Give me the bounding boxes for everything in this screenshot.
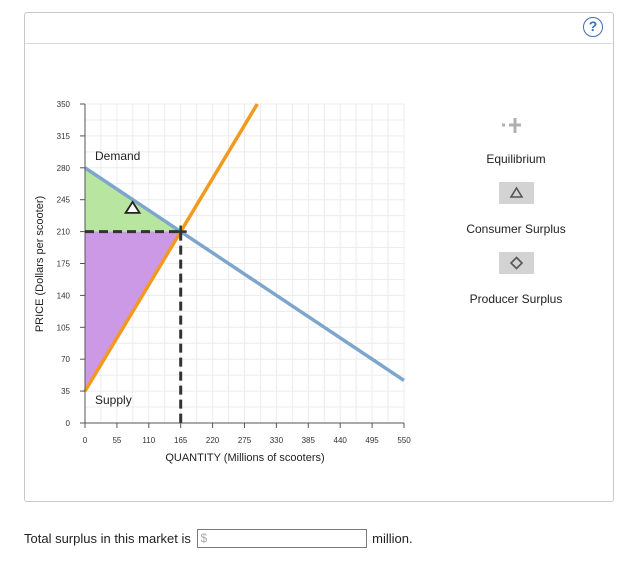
total-surplus-input[interactable] — [209, 530, 360, 548]
y-tick-label: 210 — [57, 228, 71, 237]
y-tick-label: 70 — [61, 355, 70, 364]
equilibrium-label: Equilibrium — [486, 152, 545, 166]
supply-curve-label: Supply — [95, 393, 132, 407]
chart-markers: Demand Supply — [85, 149, 187, 423]
x-tick-label: 220 — [206, 436, 220, 445]
curve-lines — [83, 103, 405, 393]
total-surplus-question: Total surplus in this market is $ millio… — [24, 528, 413, 549]
x-axis-label: QUANTITY (Millions of scooters) — [165, 452, 324, 464]
consumer-surplus-tool[interactable]: Consumer Surplus — [466, 182, 566, 236]
equilibrium-point-marker[interactable] — [174, 225, 187, 238]
question-suffix: million. — [372, 530, 413, 546]
y-tick-label: 175 — [57, 260, 71, 269]
y-tick-label: 140 — [57, 291, 71, 300]
x-tick-label: 55 — [112, 436, 121, 445]
supply-curve[interactable] — [83, 103, 259, 393]
currency-symbol: $ — [200, 531, 208, 546]
consumer-surplus-tool-button[interactable] — [499, 182, 534, 204]
y-tick-label: 245 — [57, 196, 71, 205]
question-prefix: Total surplus in this market is — [24, 530, 191, 546]
demand-curve[interactable] — [84, 166, 405, 382]
triangle-icon — [509, 186, 524, 198]
y-tick-label: 0 — [66, 419, 71, 428]
producer-surplus-tool[interactable]: Producer Surplus — [470, 252, 563, 306]
x-tick-label: 440 — [334, 436, 348, 445]
panel-header-divider — [25, 43, 613, 44]
chart-axes: 0 55 110 165 220 275 330 385 440 495 550 0 35 70 105 14… — [57, 100, 412, 445]
total-surplus-input-box[interactable]: $ — [196, 529, 367, 549]
x-tick-label: 275 — [238, 436, 252, 445]
equilibrium-tool[interactable]: Equilibrium — [486, 118, 546, 166]
y-tick-label: 315 — [57, 132, 71, 141]
consumer-surplus-handle[interactable] — [123, 200, 142, 214]
x-tick-label: 110 — [142, 436, 155, 445]
chart-grid — [84, 103, 405, 424]
y-tick-label: 350 — [57, 100, 71, 109]
x-tick-label: 550 — [397, 436, 411, 445]
y-axis-label: PRICE (Dollars per scooter) — [34, 196, 46, 332]
help-button[interactable]: ? — [583, 17, 603, 37]
x-tick-label: 330 — [270, 436, 284, 445]
producer-surplus-tool-button[interactable] — [499, 252, 534, 274]
equilibrium-tool-icon — [502, 118, 521, 133]
x-tick-label: 495 — [365, 436, 379, 445]
producer-surplus-label: Producer Surplus — [470, 292, 563, 306]
demand-curve-label: Demand — [95, 149, 140, 163]
x-tick-label: 385 — [302, 436, 316, 445]
y-tick-label: 105 — [57, 323, 71, 332]
diamond-icon — [509, 256, 524, 270]
x-tick-label: 0 — [83, 436, 88, 445]
y-tick-label: 35 — [61, 387, 70, 396]
x-tick-label: 165 — [174, 436, 188, 445]
consumer-surplus-label: Consumer Surplus — [466, 222, 565, 236]
y-tick-label: 280 — [57, 164, 71, 173]
